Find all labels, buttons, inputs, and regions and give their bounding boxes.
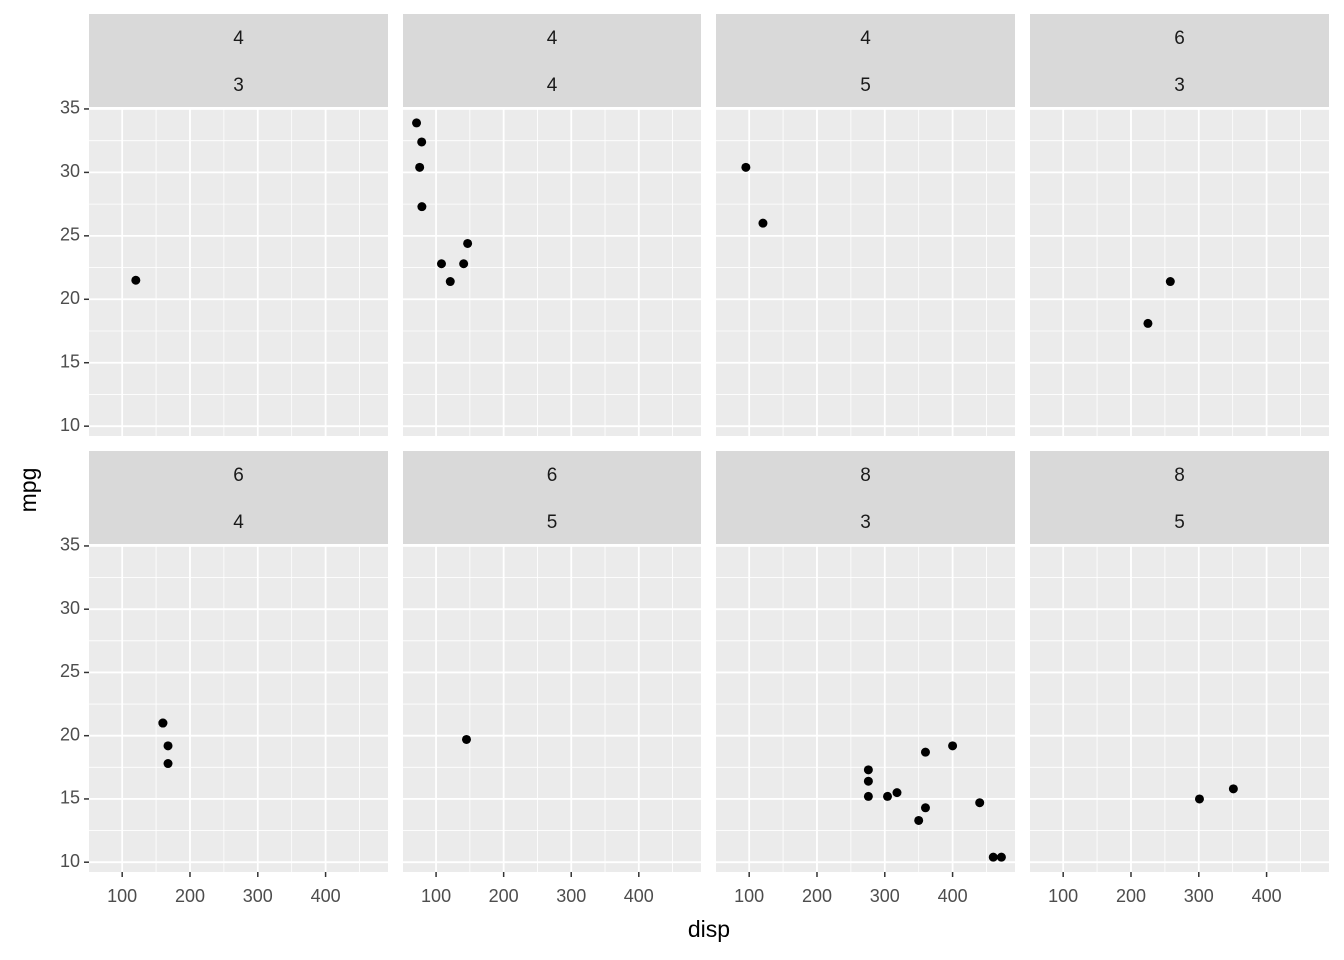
y-tick-label: 10: [60, 851, 80, 871]
panel-background: [1030, 545, 1329, 872]
strip-label: 5: [1174, 512, 1185, 533]
point: [920, 747, 930, 757]
strip-background: [1030, 14, 1329, 107]
strip-label: 4: [233, 28, 244, 49]
strip-label: 8: [1174, 465, 1185, 486]
x-tick-label: 200: [489, 886, 519, 906]
panel-background: [403, 108, 701, 436]
point: [975, 798, 985, 808]
point: [158, 718, 168, 728]
y-axis-title: mpg: [15, 468, 41, 513]
strip-label: 4: [547, 28, 558, 49]
point: [461, 734, 471, 744]
x-tick-label: 100: [1048, 886, 1078, 906]
strip-label: 3: [860, 512, 871, 533]
x-tick-label: 400: [1252, 886, 1282, 906]
x-axis-title: disp: [688, 916, 730, 942]
panel-background: [89, 545, 388, 872]
point: [163, 759, 173, 769]
x-tick-label: 300: [870, 886, 900, 906]
point: [920, 803, 930, 813]
x-tick-label: 300: [556, 886, 586, 906]
x-tick-label: 100: [107, 886, 137, 906]
strip-background: [403, 451, 701, 544]
x-tick-label: 300: [1184, 886, 1214, 906]
strip-background: [403, 14, 701, 107]
strip-label: 5: [860, 75, 871, 96]
point: [863, 791, 873, 801]
point: [863, 765, 873, 775]
point: [131, 275, 141, 285]
point: [948, 741, 958, 751]
y-tick-label: 35: [60, 535, 80, 555]
x-tick-label: 400: [311, 886, 341, 906]
y-tick-label: 15: [60, 788, 80, 808]
point: [417, 137, 427, 147]
point: [1194, 794, 1204, 804]
strip-background: [89, 451, 388, 544]
point: [163, 741, 173, 751]
y-tick-label: 25: [60, 225, 80, 245]
panel-background: [716, 545, 1015, 872]
strip-label: 3: [1174, 75, 1185, 96]
panel-background: [403, 545, 701, 872]
strip-label: 5: [547, 512, 558, 533]
y-tick-label: 15: [60, 351, 80, 371]
x-tick-label: 300: [243, 886, 273, 906]
strip-label: 4: [860, 28, 871, 49]
strip-label: 4: [547, 75, 558, 96]
y-tick-label: 20: [60, 288, 80, 308]
strip-background: [716, 451, 1015, 544]
panel-background: [716, 108, 1015, 436]
point: [883, 791, 893, 801]
point: [996, 852, 1006, 862]
y-tick-label: 30: [60, 161, 80, 181]
point: [988, 852, 998, 862]
strip-label: 6: [1174, 28, 1185, 49]
point: [863, 776, 873, 786]
point: [1165, 277, 1175, 287]
point: [445, 277, 455, 287]
panel-background: [1030, 108, 1329, 436]
panel-background: [89, 108, 388, 436]
x-tick-label: 100: [734, 886, 764, 906]
strip-label: 3: [233, 75, 244, 96]
strip-background: [89, 14, 388, 107]
point: [741, 162, 751, 172]
strip-label: 4: [233, 512, 244, 533]
strip-label: 6: [547, 465, 558, 486]
point: [463, 238, 473, 248]
point: [436, 259, 446, 269]
y-tick-label: 30: [60, 598, 80, 618]
strip-background: [716, 14, 1015, 107]
y-tick-label: 35: [60, 98, 80, 118]
strip-label: 6: [233, 465, 244, 486]
y-tick-label: 10: [60, 415, 80, 435]
point: [1228, 784, 1238, 794]
y-tick-label: 20: [60, 724, 80, 744]
x-tick-label: 200: [175, 886, 205, 906]
point: [459, 259, 469, 269]
point: [758, 218, 768, 228]
x-tick-label: 400: [938, 886, 968, 906]
x-tick-label: 200: [1116, 886, 1146, 906]
point: [914, 815, 924, 825]
point: [417, 202, 427, 212]
strip-label: 8: [860, 465, 871, 486]
y-tick-label: 25: [60, 661, 80, 681]
point: [1143, 318, 1153, 328]
x-tick-label: 200: [802, 886, 832, 906]
x-tick-label: 100: [421, 886, 451, 906]
strip-background: [1030, 451, 1329, 544]
x-tick-label: 400: [624, 886, 654, 906]
point: [892, 788, 902, 798]
point: [415, 162, 425, 172]
point: [412, 118, 422, 128]
